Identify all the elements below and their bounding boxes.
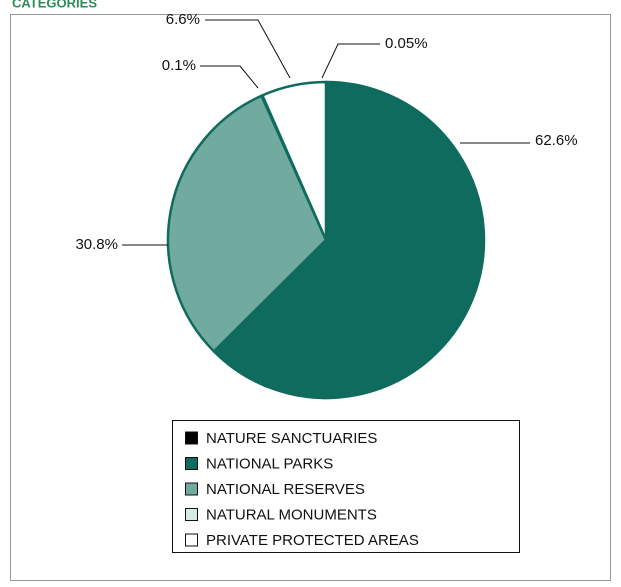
leader-line — [322, 44, 380, 78]
legend-swatch — [186, 509, 198, 521]
legend-swatch — [186, 432, 198, 444]
legend-swatch — [186, 483, 198, 495]
data-label: 0.1% — [162, 57, 196, 74]
leader-line — [205, 20, 290, 78]
data-label: 62.6% — [535, 132, 578, 149]
legend-label: NATIONAL RESERVES — [206, 481, 365, 498]
leader-line — [200, 66, 258, 88]
legend-swatch — [186, 458, 198, 470]
data-label: 6.6% — [166, 11, 200, 28]
legend-label: PRIVATE PROTECTED AREAS — [206, 532, 419, 549]
pie — [168, 82, 484, 398]
legend-swatch — [186, 534, 198, 546]
chart-title: CATEGORIES — [12, 0, 97, 10]
data-label: 0.05% — [385, 35, 428, 52]
legend-label: NATURAL MONUMENTS — [206, 506, 377, 523]
data-label: 30.8% — [75, 236, 118, 253]
legend-label: NATURE SANCTUARIES — [206, 430, 377, 447]
legend-label: NATIONAL PARKS — [206, 455, 333, 472]
